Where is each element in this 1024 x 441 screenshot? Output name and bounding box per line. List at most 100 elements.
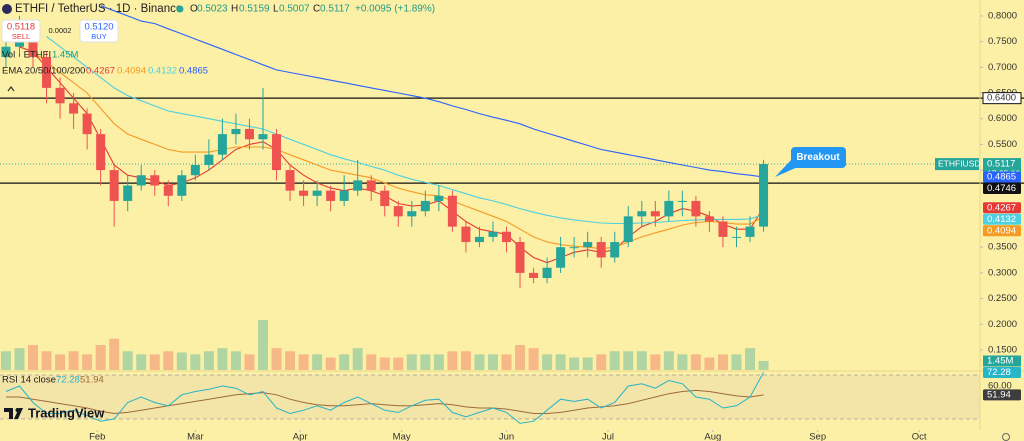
rsi-legend-value: 51.94 <box>80 375 104 386</box>
ohlc-key: H <box>231 4 238 15</box>
candle-body <box>312 190 322 196</box>
candle-body <box>610 242 620 258</box>
ohlc-value: 0.5007 <box>279 4 310 15</box>
candle-body <box>258 134 268 140</box>
collapse-icon[interactable] <box>7 86 15 92</box>
volume-bar <box>663 351 674 370</box>
rsi-legend[interactable]: RSI 14 close <box>2 375 56 386</box>
ohlc-key: L <box>273 4 279 15</box>
rsi-ma-tag: 51.94 <box>987 389 1011 400</box>
symbol-icon <box>2 4 12 14</box>
ema-legend[interactable]: EMA 20/50/100/200 <box>2 66 85 77</box>
candle-body <box>69 103 79 114</box>
candle-body <box>82 113 92 135</box>
volume-bar <box>474 354 485 370</box>
market-status <box>176 5 184 13</box>
candle-body <box>204 154 214 165</box>
buy-button[interactable] <box>79 19 119 43</box>
volume-bar <box>528 348 539 370</box>
candle-body <box>637 211 647 217</box>
candle-body <box>190 164 200 176</box>
volume-bar <box>704 357 715 370</box>
volume-bar <box>555 354 566 370</box>
candle-body <box>339 190 349 201</box>
volume-bar <box>109 338 120 370</box>
y-tick-label: 0.3000 <box>988 267 1017 278</box>
level-tag: 0.4746 <box>987 183 1016 194</box>
volume-bar <box>542 354 553 370</box>
candle-body <box>393 206 403 217</box>
volume-bar <box>596 354 607 370</box>
rsi-tag: 72.28 <box>987 367 1011 378</box>
volume-bar <box>582 357 593 370</box>
callout-text: Breakout <box>796 152 840 163</box>
candle-body <box>474 236 484 243</box>
brand-name: TradingView <box>28 405 105 420</box>
volume-bar <box>95 345 106 370</box>
volume-bar <box>244 354 255 370</box>
ema-tag-box <box>983 225 1021 237</box>
volume-legend-value: 1.45M <box>52 50 78 61</box>
ohlc-value: 0.5159 <box>239 4 270 15</box>
volume-bar <box>501 354 512 370</box>
candle-body <box>718 221 728 237</box>
symbol-title[interactable]: ETHFI / TetherUS · 1D · Binance <box>15 3 182 15</box>
y-tick-label: 0.3500 <box>988 242 1017 253</box>
candle-body <box>502 231 512 243</box>
x-tick-label: Jun <box>499 432 514 441</box>
volume-bar <box>122 351 133 370</box>
candle-body <box>623 216 633 243</box>
brand: TradingView <box>4 405 105 420</box>
volume-bar <box>406 354 417 370</box>
candle-body <box>55 87 65 104</box>
sell-label: SELL <box>12 32 30 41</box>
x-tick-label: May <box>393 432 411 441</box>
plot-area <box>0 5 1024 424</box>
volume-bar <box>515 345 526 370</box>
sell-button[interactable] <box>1 19 41 43</box>
volume-bar <box>271 348 282 370</box>
ema-line <box>32 51 764 250</box>
ema-legend-value: 0.4132 <box>148 66 177 77</box>
ema-tag-box <box>983 171 1021 183</box>
candle-body <box>704 216 714 222</box>
level-tag-box <box>982 92 1022 105</box>
candle-body <box>447 195 457 227</box>
rsi-tick-label: 60.00 <box>988 381 1012 392</box>
ohlc-value: 0.5117 <box>320 4 350 15</box>
volume-bar <box>136 354 147 370</box>
volume-bar <box>163 351 174 370</box>
volume-legend[interactable]: Vol · ETHFI <box>2 50 51 61</box>
volume-bar <box>176 352 187 370</box>
candle-body <box>109 170 119 201</box>
y-tick-label: 0.7000 <box>988 62 1017 73</box>
x-tick-label: Apr <box>293 432 308 441</box>
volume-bar <box>460 351 471 370</box>
volume-bar <box>758 360 769 370</box>
ema-tag-box <box>983 213 1021 225</box>
x-tick-label: Aug <box>704 432 721 441</box>
volume-bar <box>352 348 363 370</box>
level-tag-box <box>983 183 1021 195</box>
volume-bar <box>0 351 11 370</box>
y-tick-label: 0.2500 <box>988 293 1017 304</box>
candle-body <box>488 231 498 237</box>
rsi-line <box>5 372 764 424</box>
rsi-legend-value: 72.28 <box>56 375 80 386</box>
rsi-ma-tag-box <box>983 389 1021 401</box>
buy-price: 0.5120 <box>84 22 113 33</box>
rsi-tag-box <box>983 366 1021 378</box>
volume-tag: 1.45M <box>987 356 1013 367</box>
ohlc-change: +0.0095 (+1.89%) <box>355 4 435 15</box>
volume-bar <box>68 351 79 370</box>
ema-tag-box <box>983 202 1021 214</box>
volume-bar <box>312 354 323 370</box>
y-tick-label: 0.7500 <box>988 36 1017 47</box>
candle-body <box>434 195 444 201</box>
candle-body <box>461 226 471 243</box>
candle-body <box>42 57 52 88</box>
candle-body <box>1 46 11 58</box>
volume-bar <box>230 351 241 370</box>
candle-body <box>150 175 160 186</box>
